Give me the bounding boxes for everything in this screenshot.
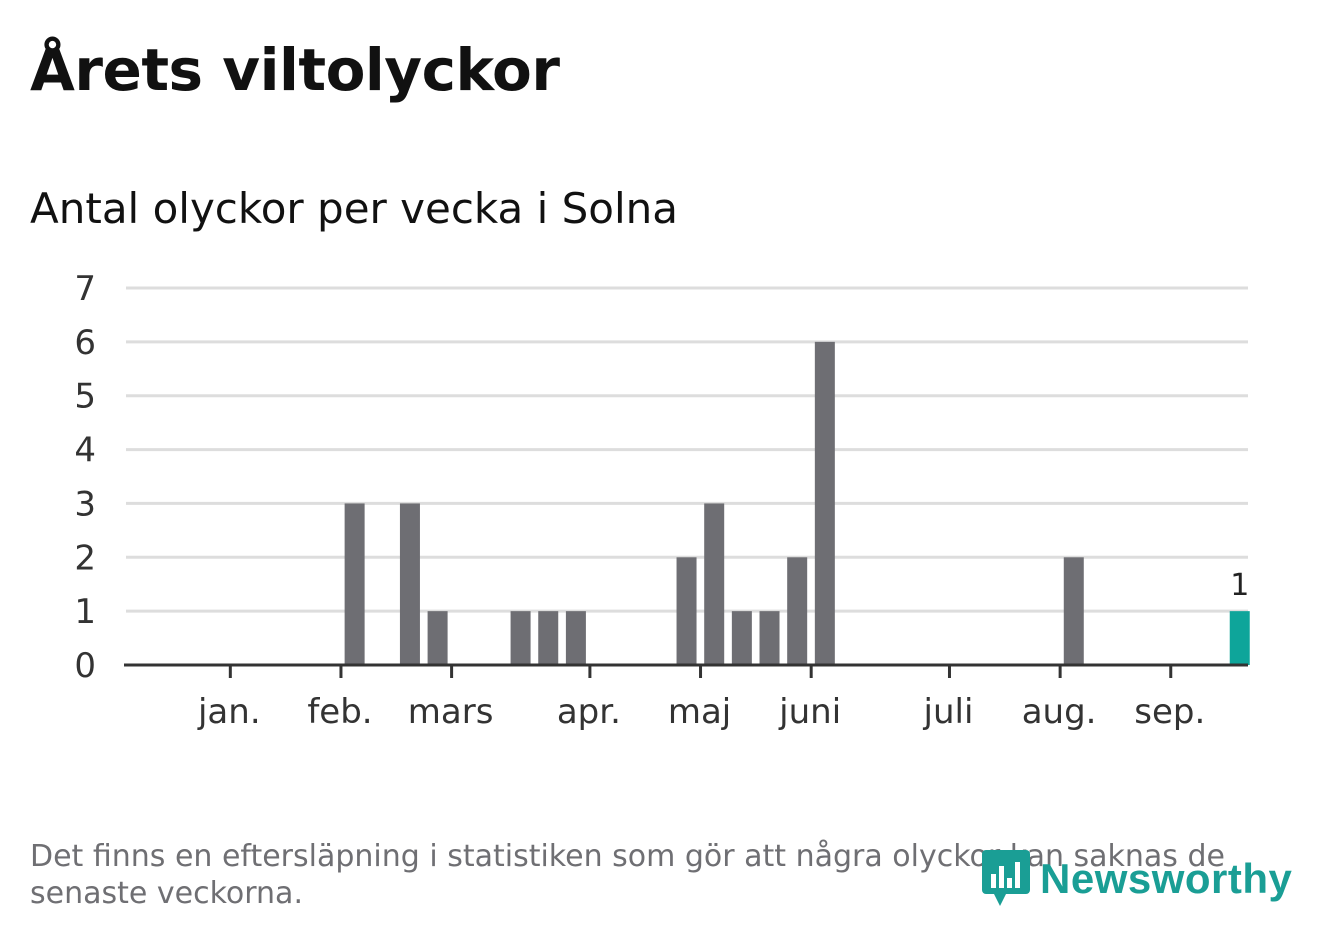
y-tick-label: 6 bbox=[74, 323, 96, 363]
y-tick-label: 0 bbox=[74, 646, 96, 686]
bar bbox=[814, 341, 835, 665]
x-tick-label: juni bbox=[778, 692, 841, 732]
bar bbox=[538, 611, 559, 665]
bar bbox=[787, 557, 808, 665]
chart-title: Årets viltolyckor bbox=[30, 36, 560, 104]
x-tick-label: apr. bbox=[557, 692, 621, 732]
y-tick-label: 4 bbox=[74, 431, 96, 471]
y-tick-label: 5 bbox=[74, 377, 96, 417]
x-tick-label: juli bbox=[923, 692, 974, 732]
y-tick-label: 3 bbox=[74, 484, 96, 524]
bar-chart: 0 1 2 3 4 5 6 7 jan. feb. mars apr. maj juni juli aug.… bbox=[74, 269, 1250, 732]
y-tick-label: 1 bbox=[74, 592, 96, 632]
data-labels: 1 bbox=[1230, 568, 1249, 603]
x-tick-label: mars bbox=[408, 692, 494, 732]
bar bbox=[565, 611, 586, 665]
brand-name: Newsworthy bbox=[1040, 855, 1293, 902]
bar bbox=[759, 611, 780, 665]
data-label: 1 bbox=[1230, 568, 1249, 603]
bar bbox=[344, 503, 365, 665]
chart-subtitle: Antal olyckor per vecka i Solna bbox=[30, 184, 679, 233]
newsworthy-logo: Newsworthy bbox=[980, 848, 1292, 910]
bar bbox=[510, 611, 531, 665]
bar bbox=[676, 557, 697, 665]
bar bbox=[427, 611, 448, 665]
x-tick-label: jan. bbox=[197, 692, 261, 732]
y-axis-ticks: 0 1 2 3 4 5 6 7 bbox=[74, 269, 96, 686]
bar bbox=[399, 503, 420, 665]
bars bbox=[344, 341, 1250, 665]
y-tick-label: 7 bbox=[74, 269, 96, 309]
newsworthy-logo-icon bbox=[982, 850, 1030, 906]
x-tick-label: feb. bbox=[307, 692, 372, 732]
x-axis-ticks: jan. feb. mars apr. maj juni juli aug. sep. bbox=[197, 665, 1205, 732]
x-tick-label: sep. bbox=[1134, 692, 1205, 732]
y-tick-label: 2 bbox=[74, 538, 96, 578]
x-tick-label: maj bbox=[668, 692, 731, 732]
bar bbox=[704, 503, 725, 665]
bar bbox=[1063, 557, 1084, 665]
bar-highlight bbox=[1229, 611, 1250, 665]
grid-lines bbox=[126, 286, 1248, 613]
bar bbox=[731, 611, 752, 665]
x-tick-label: aug. bbox=[1022, 692, 1097, 732]
